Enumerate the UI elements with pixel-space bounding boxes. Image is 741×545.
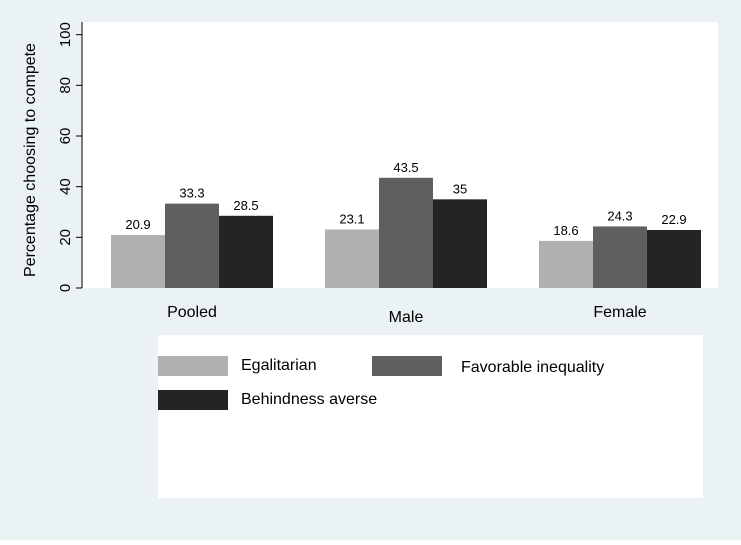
bar-value-label: 24.3 [607,208,632,223]
bar-value-label: 33.3 [179,186,204,201]
legend-swatch [158,390,228,410]
legend-label: Behindness averse [241,391,377,408]
y-tick-label: 0 [57,284,74,292]
bar-value-label: 35 [453,181,467,196]
y-axis-label: Percentage choosing to compete [22,43,39,277]
bar-value-label: 43.5 [393,160,418,175]
bar [111,235,165,288]
bar [379,177,433,288]
y-axis: 0 20 40 60 80 100 [57,22,83,292]
category-label: Male [389,309,424,326]
bar-value-label: 20.9 [125,217,150,232]
bar [219,215,273,288]
legend-swatch [158,356,228,376]
category-label: Pooled [167,304,217,321]
y-tick-label: 100 [57,22,74,47]
y-tick-label: 40 [57,178,74,195]
legend-swatch [372,356,442,376]
bar [593,226,647,288]
bar-value-label: 18.6 [553,223,578,238]
y-tick-label: 60 [57,128,74,145]
legend-label: Egalitarian [241,357,317,374]
bar-value-label: 28.5 [233,198,258,213]
bar-value-label: 23.1 [339,211,364,226]
legend-label: Favorable inequality [461,359,604,376]
legend-items: Egalitarian Favorable inequality Behindnes… [158,356,604,410]
bar [539,240,593,288]
y-tick-label: 80 [57,77,74,94]
category-label: Female [593,304,646,321]
bar [325,229,379,288]
bar [433,199,487,288]
value-labels-group: 20.9 33.3 28.5 23.1 43.5 35 18.6 24.3 22.9 [125,160,686,238]
x-axis-labels: Pooled Male Female [167,304,647,326]
bar [647,229,701,288]
bar [165,203,219,288]
y-tick-label: 20 [57,229,74,246]
bar-value-label: 22.9 [661,212,686,227]
bars-group [111,177,701,288]
